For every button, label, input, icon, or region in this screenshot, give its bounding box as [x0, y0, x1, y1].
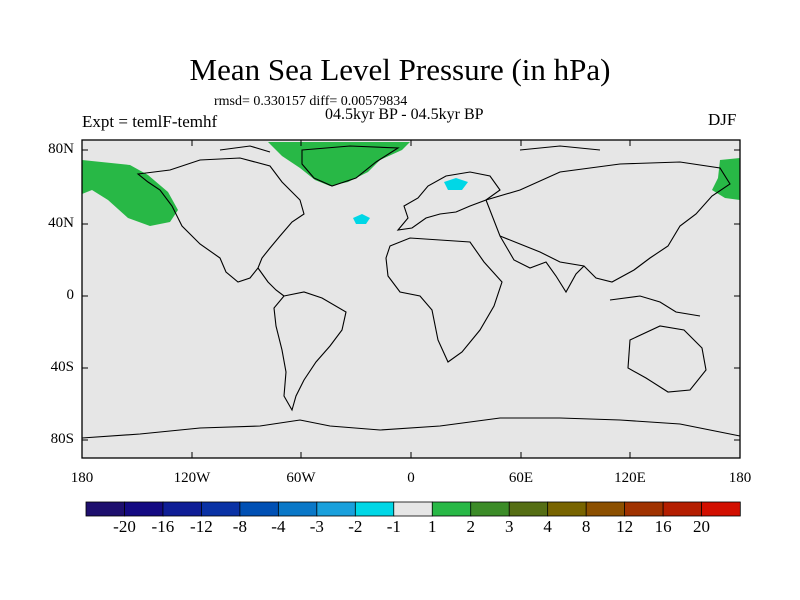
colorbar-swatch [585, 501, 626, 517]
colorbar-label: 3 [504, 517, 514, 536]
colorbar-swatch [624, 501, 664, 517]
y-tick-label: 80N [48, 141, 74, 157]
x-tick-label: 0 [407, 470, 415, 486]
greenland-patch [268, 142, 410, 186]
colorbar-swatch [124, 501, 164, 517]
y-tick-label: 40S [50, 359, 74, 375]
colorbar [85, 501, 741, 517]
colorbar-label: 20 [693, 517, 710, 536]
colorbar-label: 12 [616, 517, 634, 536]
colorbar-label: 8 [581, 517, 591, 536]
baltic-patch [444, 178, 468, 190]
colorbar-label: -12 [190, 517, 213, 536]
x-tick-label: 60W [286, 470, 316, 486]
africa-coast [385, 237, 503, 363]
colorbar-label: -4 [271, 517, 286, 536]
alaska-patch-east [712, 158, 740, 200]
europe-coast [396, 171, 501, 231]
colorbar-label: 2 [466, 517, 475, 536]
greenland-coast [301, 145, 400, 187]
arctic-islands [219, 145, 601, 153]
map-background [82, 140, 740, 458]
colorbar-swatch [354, 501, 395, 517]
colorbar-label: 1 [427, 517, 437, 536]
colorbar-swatch [316, 501, 356, 517]
period-subtitle: 04.5kyr BP - 04.5kyr BP [325, 106, 484, 123]
y-tick-label: 80S [50, 431, 74, 447]
experiment-label: Expt = temlF-temhf [82, 112, 218, 131]
colorbar-swatch [393, 501, 433, 517]
x-tick-label: 60E [508, 470, 534, 486]
colorbar-swatch [508, 501, 549, 517]
asia-coast [485, 161, 731, 283]
colorbar-label: -16 [151, 517, 175, 536]
colorbar-swatch [201, 501, 241, 517]
colorbar-label: -1 [386, 517, 401, 536]
colorbar-swatch [277, 501, 318, 517]
positive-anomaly-patches [82, 142, 740, 226]
colorbar-label: -2 [348, 517, 363, 536]
alaska-patch-west [82, 160, 178, 226]
x-tick-label: 120W [173, 470, 211, 486]
colorbar-swatch [85, 501, 126, 517]
south-america-coast [273, 291, 347, 412]
x-tick-label: 180 [70, 470, 94, 486]
x-tick-label: 180 [728, 470, 752, 486]
negative-anomaly-patches [353, 178, 468, 224]
colorbar-swatch [701, 501, 741, 517]
north-america-coast [136, 157, 305, 283]
x-tick-label: 120E [614, 470, 646, 486]
arabia-india-coast [499, 235, 585, 294]
colorbar-swatch [662, 501, 703, 517]
y-tick-label: 40N [48, 215, 74, 231]
colorbar-swatch [431, 501, 472, 517]
antarctica-coast [81, 417, 741, 439]
rmsd-diff-stats: rmsd= 0.330157 diff= 0.00579834 [214, 94, 408, 109]
colorbar-swatch [547, 501, 587, 517]
colorbar-label: -8 [232, 517, 247, 536]
coastlines [81, 145, 741, 439]
colorbar-swatch [239, 501, 280, 517]
y-tick-label: 0 [66, 287, 75, 303]
colorbar-label: 4 [543, 517, 552, 536]
colorbar-label: -3 [309, 517, 324, 536]
colorbar-swatch [162, 501, 203, 517]
plot-title: Mean Sea Level Pressure (in hPa) [189, 52, 611, 87]
season-label: DJF [708, 110, 737, 129]
central-america-coast [257, 267, 285, 297]
southeast-asia-islands [609, 295, 701, 317]
colorbar-label: -20 [113, 517, 136, 536]
colorbar-swatch [470, 501, 510, 517]
axis-ticks [81, 140, 741, 458]
north-atlantic-patch [353, 214, 370, 224]
australia-coast [627, 325, 707, 393]
colorbar-label: 16 [654, 517, 672, 536]
